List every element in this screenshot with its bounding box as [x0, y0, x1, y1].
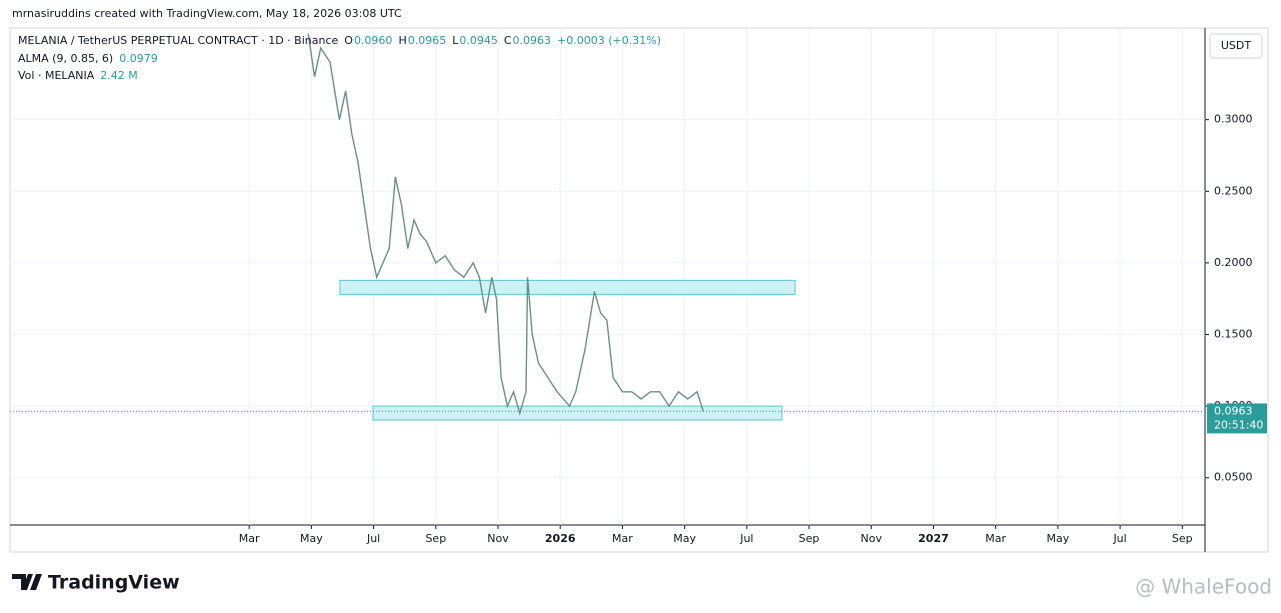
last-price-label: 0.0963	[1214, 404, 1253, 417]
legend-h: 0.0965	[408, 34, 447, 47]
header: mrnasiruddins created with TradingView.c…	[12, 7, 402, 20]
legend-l: 0.0945	[459, 34, 498, 47]
logo-icon	[12, 574, 42, 590]
currency-box	[1209, 33, 1263, 59]
legend: MELANIA / TetherUS PERPETUAL CONTRACT · …	[18, 34, 661, 82]
x-tick-label: 2027	[918, 532, 949, 545]
alma-value: 0.0979	[119, 52, 158, 65]
x-tick-label: May	[300, 532, 323, 545]
legend-l-label: L	[452, 34, 459, 47]
legend-o-label: O	[344, 34, 353, 47]
alma: ALMA (9, 0.85, 6)	[18, 52, 113, 65]
legend-symbol: MELANIA / TetherUS PERPETUAL CONTRACT · …	[18, 34, 338, 47]
x-tick-label: Mar	[612, 532, 633, 545]
x-tick-label: Sep	[1172, 532, 1193, 545]
x-tick-label: Sep	[799, 532, 820, 545]
brand-logo: TradingView	[12, 572, 180, 594]
y-tick-label: 0.2000	[1214, 256, 1253, 269]
chart-frame	[9, 27, 1269, 553]
legend-alma: ALMA (9, 0.85, 6) 0.0979	[18, 52, 158, 65]
y-tick-label: 0.1500	[1214, 328, 1253, 341]
plot	[10, 28, 1209, 529]
x-tick-label: Sep	[425, 532, 446, 545]
x-tick-label: May	[673, 532, 696, 545]
x-tick-label: May	[1047, 532, 1070, 545]
x-tick-label: Mar	[239, 532, 260, 545]
price-line	[307, 33, 704, 416]
watermark: @ WhaleFood	[1135, 575, 1272, 599]
legend-line: MELANIA / TetherUS PERPETUAL CONTRACT · …	[18, 34, 661, 47]
y-tick-label: 0.3000	[1214, 113, 1253, 126]
zone-box	[372, 405, 783, 421]
legend-c-label: C	[504, 34, 512, 47]
vol: Vol · MELANIA	[18, 69, 95, 82]
brand: TradingView	[48, 572, 180, 594]
x-tick-label: 2026	[545, 532, 576, 545]
legend-c: 0.0963	[513, 34, 552, 47]
x-tick-label: Jul	[366, 532, 380, 545]
x-tick-label: Nov	[861, 532, 883, 545]
last-price-badge	[1207, 403, 1267, 434]
zone-box	[339, 279, 796, 295]
countdown: 20:51:40	[1214, 418, 1263, 431]
x-tick-label: Jul	[1112, 532, 1126, 545]
legend-change: +0.0003 (+0.31%)	[557, 34, 661, 47]
currency: USDT	[1221, 39, 1252, 52]
x-tick-label: Nov	[487, 532, 509, 545]
vol-value: 2.42 M	[100, 69, 137, 82]
x-tick-label: Mar	[985, 532, 1006, 545]
legend-h-label: H	[398, 34, 406, 47]
x-tick-label: Jul	[739, 532, 753, 545]
legend-vol: Vol · MELANIA 2.42 M	[18, 69, 138, 82]
y-tick-label: 0.2500	[1214, 184, 1253, 197]
legend-o: 0.0960	[354, 34, 393, 47]
y-tick-label: 0.0500	[1214, 471, 1253, 484]
